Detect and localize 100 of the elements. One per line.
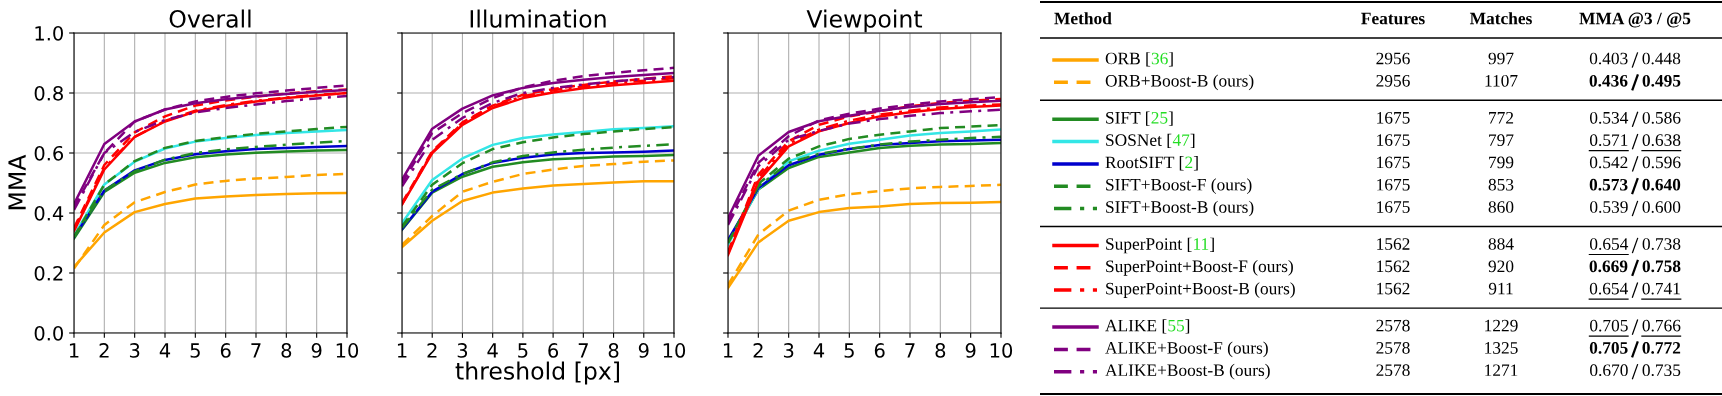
y-axis-title: MMA xyxy=(8,154,26,210)
x-tick-label: 5 xyxy=(190,343,200,358)
x-tick-label: 1 xyxy=(397,343,407,358)
x-tick-label: 10 xyxy=(336,343,359,358)
y-tick-label: 0.6 xyxy=(34,145,64,161)
category-label: SuperPoint+Boost-B (ours) xyxy=(1106,282,1295,298)
x-tick-label: 7 xyxy=(578,343,588,358)
category-label: ALIKE+Boost-F (ours) xyxy=(1105,341,1268,358)
category-label: ALIKE+Boost-B (ours) xyxy=(1105,363,1270,380)
x-tick-label: 2 xyxy=(427,343,437,358)
x-tick-label: 2 xyxy=(753,343,763,358)
text: Matches xyxy=(1469,12,1532,25)
data-label: 0.638 xyxy=(1642,134,1681,147)
data-label: 1675 xyxy=(1377,156,1410,169)
x-tick-label: 7 xyxy=(905,343,915,358)
data-label: 1675 xyxy=(1377,201,1410,213)
category-label: RootSIFT [2] xyxy=(1105,156,1198,171)
x-axis-title: threshold [px] xyxy=(455,361,620,385)
data-label: 1229 xyxy=(1485,319,1518,332)
data-label: 0.534 xyxy=(1589,111,1629,124)
data-label: 0.654 xyxy=(1589,282,1628,295)
data-label: 0.705 xyxy=(1590,319,1628,332)
category-label: SIFT+Boost-B (ours) xyxy=(1106,200,1254,217)
data-label: 0.670 xyxy=(1590,364,1628,377)
data-label: 0.640 xyxy=(1642,178,1681,191)
data-label: 1107 xyxy=(1485,74,1518,87)
x-tick-label: 8 xyxy=(608,343,619,358)
y-tick-label: 0.0 xyxy=(34,325,63,341)
data-label: 0.586 xyxy=(1642,111,1681,124)
text: MMA @3 / @5 xyxy=(1579,12,1691,28)
data-label: 0.596 xyxy=(1642,156,1681,169)
x-tick-label: 9 xyxy=(965,343,976,358)
category-label: SOSNet [47] xyxy=(1106,133,1195,149)
data-label: 2956 xyxy=(1376,52,1410,65)
y-tick-label: 0.4 xyxy=(34,205,64,221)
y-tick-label: 1.0 xyxy=(35,25,63,41)
chart-title: Overall xyxy=(169,9,251,28)
y-tick-label: 0.8 xyxy=(34,85,63,101)
data-label: 1675 xyxy=(1377,111,1410,124)
data-label: 0.758 xyxy=(1642,260,1681,273)
data-label: 0.766 xyxy=(1642,319,1681,332)
data-label: 2578 xyxy=(1376,319,1410,332)
x-tick-label: 6 xyxy=(874,343,885,358)
data-label: 1325 xyxy=(1485,342,1518,354)
x-tick-label: 8 xyxy=(935,343,946,358)
data-label: 0.539 xyxy=(1590,201,1628,213)
data-label: 1562 xyxy=(1377,260,1410,273)
data-label: 1271 xyxy=(1485,364,1518,376)
data-label: 2956 xyxy=(1376,74,1410,87)
x-tick-label: 3 xyxy=(457,343,468,358)
category-label: ALIKE [55] xyxy=(1105,319,1190,334)
data-label: 2578 xyxy=(1376,364,1410,377)
x-tick-label: 6 xyxy=(548,343,559,358)
x-tick-label: 3 xyxy=(783,343,794,358)
data-label: 0.600 xyxy=(1642,201,1681,213)
category-label: SIFT [25] xyxy=(1106,111,1173,126)
category-label: SIFT+Boost-F (ours) xyxy=(1106,178,1252,195)
data-label: 0.738 xyxy=(1642,238,1681,250)
data-label: 920 xyxy=(1488,260,1514,273)
data-label: 0.495 xyxy=(1642,74,1681,87)
data-label: 0.436 xyxy=(1589,74,1628,87)
chart-title: Viewpoint xyxy=(806,9,923,33)
x-tick-label: 3 xyxy=(129,343,140,358)
data-label: 0.669 xyxy=(1589,260,1628,273)
data-label: 0.735 xyxy=(1642,364,1681,377)
x-tick-label: 10 xyxy=(663,343,686,358)
legend-title: Method xyxy=(1054,12,1112,25)
x-tick-label: 5 xyxy=(518,343,528,358)
data-label: 997 xyxy=(1488,52,1514,65)
data-label: 0.448 xyxy=(1642,52,1681,65)
data-label: 0.403 xyxy=(1589,52,1628,65)
x-tick-label: 6 xyxy=(220,343,231,358)
data-label: 0.654 xyxy=(1589,238,1629,250)
data-label: 799 xyxy=(1489,156,1514,169)
category-label: SuperPoint+Boost-F (ours) xyxy=(1106,259,1293,276)
data-label: 1562 xyxy=(1377,238,1410,250)
data-label: 0.705 xyxy=(1589,342,1628,354)
category-label: SuperPoint [11] xyxy=(1106,237,1214,254)
x-tick-label: 9 xyxy=(638,343,649,358)
data-label: 2578 xyxy=(1376,342,1410,354)
x-tick-label: 5 xyxy=(844,343,854,358)
x-tick-label: 2 xyxy=(99,343,109,358)
data-label: 853 xyxy=(1488,178,1514,191)
chart-title: Illumination xyxy=(470,9,606,28)
data-label: 797 xyxy=(1489,134,1514,146)
x-tick-label: 9 xyxy=(311,343,322,358)
data-label: 0.542 xyxy=(1589,156,1628,169)
y-tick-label: 0.2 xyxy=(34,265,63,281)
data-label: 0.573 xyxy=(1589,178,1628,191)
x-tick-label: 4 xyxy=(487,343,498,358)
data-label: 860 xyxy=(1488,201,1514,213)
x-tick-label: 10 xyxy=(990,343,1013,358)
x-tick-label: 1 xyxy=(723,343,733,358)
data-label: 1675 xyxy=(1377,134,1410,146)
data-label: 0.571 xyxy=(1589,134,1628,147)
data-label: 1562 xyxy=(1377,282,1410,295)
category-label: ORB [36] xyxy=(1105,52,1173,67)
data-label: 911 xyxy=(1488,282,1513,295)
data-label: 0.741 xyxy=(1642,282,1680,295)
x-tick-label: 1 xyxy=(69,343,79,358)
